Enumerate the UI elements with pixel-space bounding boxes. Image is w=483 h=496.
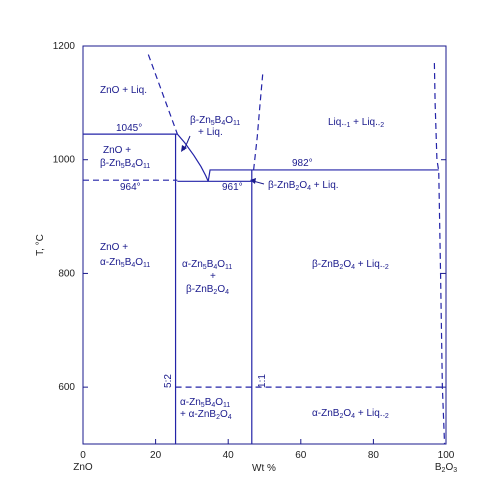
phase-boundary: [253, 74, 264, 171]
y-tick-label: 600: [58, 382, 75, 393]
region-label: 961°: [222, 182, 243, 193]
region-label: 1:1: [257, 374, 268, 388]
x-right-label: B2O3: [435, 462, 457, 475]
region-label: + Liq.: [198, 127, 223, 138]
region-label: β-ZnB2O4: [186, 284, 229, 297]
phase-boundary: [176, 133, 209, 182]
region-label: ZnO +: [103, 145, 131, 156]
x-tick-label: 100: [438, 450, 455, 461]
plot-frame: [82, 45, 447, 445]
region-label: β-ZnB2O4 + Liq.: [268, 180, 339, 193]
region-label: β-Zn5B4O11: [100, 158, 150, 171]
x-left-label: ZnO: [73, 462, 93, 473]
region-label: α-Zn5B4O11: [180, 397, 230, 410]
phase-boundary: [147, 54, 178, 135]
region-label: +: [210, 271, 216, 282]
region-label: α-Zn5B4O11: [182, 259, 232, 272]
x-tick-label: 80: [368, 450, 380, 461]
region-label: 5:2: [163, 374, 174, 388]
region-label: 982°: [292, 158, 313, 169]
phase-boundary: [433, 63, 446, 445]
region-label: α-Zn5B4O11: [100, 257, 150, 270]
region-label: 1045°: [116, 123, 142, 134]
y-tick-label: 1200: [53, 41, 76, 52]
x-tick-label: 20: [150, 450, 162, 461]
y-tick-label: 800: [58, 268, 75, 279]
phase-boundary: [207, 169, 439, 182]
x-axis-label: Wt %: [252, 463, 276, 474]
x-tick-label: 40: [223, 450, 235, 461]
region-label: β-Zn5B4O11: [190, 115, 240, 128]
x-tick-label: 60: [295, 450, 307, 461]
region-label: ZnO +: [100, 242, 128, 253]
x-tick-label: 0: [80, 450, 86, 461]
region-label: Liq.-1 + Liq.-2: [328, 117, 384, 130]
region-label: ZnO + Liq.: [100, 85, 147, 96]
y-axis-label: T, °C: [35, 234, 46, 256]
region-label: α-ZnB2O4 + Liq.-2: [312, 408, 389, 421]
y-tick-label: 1000: [53, 154, 76, 165]
arrow-head: [181, 145, 187, 152]
region-label: 964°: [120, 182, 141, 193]
region-label: + α-ZnB2O4: [180, 409, 232, 422]
region-label: β-ZnB2O4 + Liq.-2: [312, 259, 389, 272]
